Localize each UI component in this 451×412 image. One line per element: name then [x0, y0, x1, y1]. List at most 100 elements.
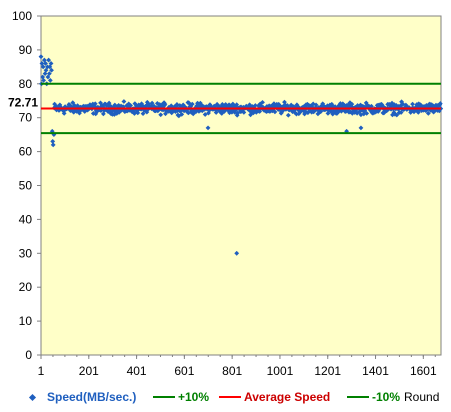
data-point: [272, 109, 278, 115]
data-point: [195, 101, 201, 107]
data-point: [46, 57, 52, 63]
y-tick-label: 60: [19, 145, 33, 159]
red-line-icon: [219, 396, 241, 398]
data-point: [218, 104, 224, 110]
data-point: [394, 112, 400, 118]
y-tick-label: 30: [19, 246, 33, 260]
data-point: [49, 128, 55, 134]
data-point: [358, 112, 364, 118]
data-point: [133, 103, 139, 109]
data-point: [234, 250, 240, 256]
data-point: [66, 104, 71, 110]
data-point: [282, 99, 287, 105]
data-point: [207, 102, 213, 108]
data-point: [340, 101, 346, 107]
legend-label-plus10: +10%: [178, 390, 210, 404]
y-tick-label: 50: [19, 179, 33, 193]
data-point: [310, 101, 316, 107]
data-point: [176, 113, 182, 119]
data-point: [92, 101, 98, 107]
legend-item-minus10: -10% Round: [347, 390, 439, 404]
data-point: [135, 107, 141, 113]
data-point: [126, 101, 132, 107]
x-tick-label: 1601: [410, 364, 437, 378]
data-point: [234, 112, 240, 118]
data-point: [47, 78, 53, 83]
y-tick-label: 80: [19, 77, 33, 91]
data-point: [174, 102, 180, 107]
data-point: [41, 78, 47, 83]
data-point: [241, 109, 247, 115]
data-point: [42, 71, 48, 77]
data-point: [45, 74, 51, 80]
data-point: [248, 112, 253, 118]
x-tick-label: 801: [222, 364, 242, 378]
data-point: [40, 74, 46, 80]
data-point: [77, 110, 82, 116]
data-point: [427, 101, 433, 107]
data-point: [112, 102, 118, 108]
data-point: [285, 112, 291, 118]
plot-area: [40, 15, 442, 356]
data-point: [339, 107, 345, 113]
data-point: [169, 110, 175, 116]
legend-label-minus10: -10%: [372, 390, 401, 404]
data-point: [379, 102, 385, 108]
data-point: [90, 111, 96, 116]
x-tick-label: 601: [174, 364, 194, 378]
x-tick-label: 401: [127, 364, 147, 378]
data-point: [40, 64, 46, 70]
x-axis-label: Round: [404, 390, 440, 404]
average-annotation: 72.71: [8, 96, 38, 110]
data-point: [163, 111, 168, 117]
diamond-marker-icon: [28, 393, 37, 401]
data-point: [282, 102, 288, 108]
y-axis: 0 10 20 30 40 50 60 70 80 90 100: [12, 9, 41, 362]
data-point: [162, 101, 168, 107]
data-point: [132, 101, 138, 106]
data-point: [325, 110, 331, 116]
data-point: [69, 108, 75, 114]
data-point: [257, 109, 263, 114]
data-point: [205, 125, 211, 131]
data-point: [194, 103, 200, 109]
data-point: [50, 139, 56, 144]
data-point: [390, 103, 396, 109]
data-point: [348, 109, 353, 115]
data-point: [186, 100, 192, 106]
data-point: [49, 67, 54, 73]
data-point: [179, 111, 185, 117]
data-point: [46, 71, 52, 77]
data-point: [285, 104, 291, 110]
x-tick-label: 1: [38, 364, 45, 378]
y-tick-label: 70: [19, 111, 33, 125]
data-point: [437, 101, 443, 106]
data-point: [305, 101, 310, 107]
data-point: [116, 103, 122, 108]
data-point: [219, 102, 225, 107]
data-point: [93, 111, 99, 117]
data-point: [398, 110, 404, 115]
data-point: [139, 101, 144, 107]
y-tick-label: 20: [19, 280, 33, 294]
data-point: [227, 110, 232, 116]
data-point: [410, 101, 415, 107]
data-point: [111, 112, 117, 117]
data-point: [114, 111, 120, 116]
data-point: [132, 111, 137, 116]
data-point: [48, 61, 54, 66]
data-point: [177, 103, 183, 108]
data-point: [384, 108, 390, 114]
data-point: [62, 104, 68, 110]
data-point: [50, 142, 56, 148]
data-point: [167, 107, 173, 113]
data-point: [260, 104, 266, 110]
data-point: [313, 102, 319, 108]
data-point: [403, 102, 409, 108]
data-point: [425, 110, 431, 116]
green-line-icon: [153, 396, 175, 398]
data-point: [67, 102, 73, 108]
data-point: [246, 107, 252, 113]
reference-lines: [41, 82, 441, 135]
data-point: [337, 107, 342, 113]
